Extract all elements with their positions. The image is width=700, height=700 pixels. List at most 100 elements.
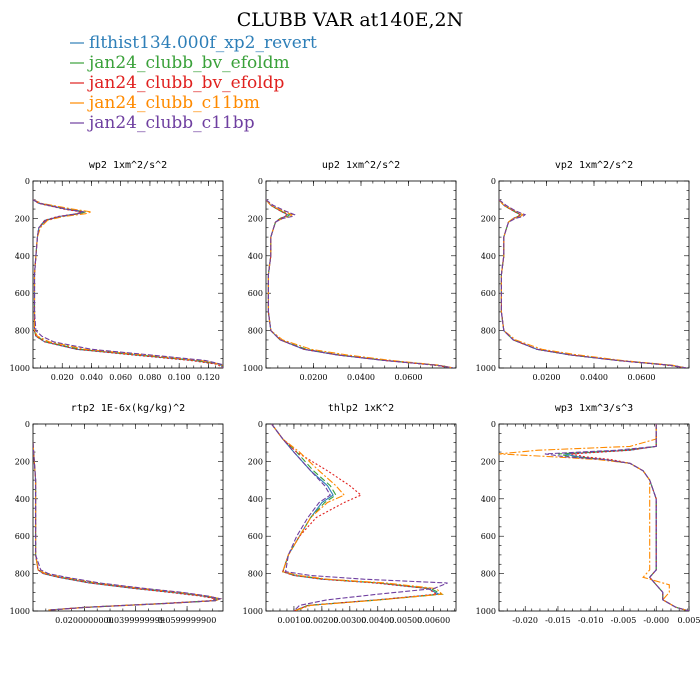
y-tick-label: 400 <box>481 252 496 261</box>
series-line <box>33 199 223 368</box>
y-tick-label: 1000 <box>243 364 263 373</box>
y-tick-label: 1000 <box>243 607 263 616</box>
x-tick-label: -0.015 <box>545 616 571 625</box>
y-tick-label: 200 <box>481 457 496 466</box>
series-line <box>499 199 687 368</box>
legend-label: jan24_clubb_c11bm <box>87 93 260 113</box>
y-tick-label: 400 <box>248 252 263 261</box>
legend-label: jan24_clubb_bv_efoldm <box>87 53 290 73</box>
y-tick-label: 200 <box>15 457 30 466</box>
legend-entry: jan24_clubb_bv_efoldp <box>70 73 285 93</box>
series-line <box>33 199 223 368</box>
panels: wp2 1xm^2/s^2 0 200 400 600 800 1000 0.020 0.040… <box>10 160 700 625</box>
panel: vp2 1xm^2/s^2 0 200 400 600 800 1000 0.0200 0.04… <box>476 160 690 382</box>
legend-label: jan24_clubb_c11bp <box>87 113 255 133</box>
series-line <box>271 424 448 611</box>
y-tick-label: 800 <box>15 327 30 336</box>
panel: wp3 1xm^3/s^3 0 200 400 600 800 1000 -0.020 -0.0… <box>476 403 700 625</box>
x-tick-label: 0.00500 <box>389 616 422 625</box>
y-tick-label: 800 <box>481 570 496 579</box>
plot-frame <box>265 180 457 369</box>
series-line <box>271 424 444 611</box>
x-tick-label: 0.0399999999 <box>106 616 165 625</box>
x-tick-label: 0.005 <box>678 616 700 625</box>
panel: wp2 1xm^2/s^2 0 200 400 600 800 1000 0.020 0.040… <box>10 160 224 382</box>
x-tick-label: -0.010 <box>578 616 604 625</box>
series-line <box>499 424 689 611</box>
x-tick-label: 0.120 <box>197 373 220 382</box>
y-tick-label: 0 <box>258 177 263 186</box>
legend-label: jan24_clubb_bv_efoldp <box>87 73 285 93</box>
y-tick-label: 1000 <box>476 364 496 373</box>
y-tick-label: 400 <box>481 495 496 504</box>
panel-title: up2 1xm^2/s^2 <box>322 160 400 171</box>
panel-title: thlp2 1xK^2 <box>328 403 394 414</box>
series-line <box>499 199 687 368</box>
series-line <box>33 442 220 611</box>
y-tick-label: 600 <box>248 289 263 298</box>
y-tick-label: 400 <box>15 495 30 504</box>
y-tick-label: 600 <box>15 289 30 298</box>
legend-label: flthist134.000f_xp2_revert <box>89 33 317 53</box>
x-tick-label: 0.00200 <box>305 616 338 625</box>
series-line <box>499 199 687 368</box>
series-line <box>33 199 223 368</box>
x-tick-label: 0.00300 <box>333 616 366 625</box>
series-line <box>33 442 223 611</box>
y-tick-label: 200 <box>248 214 263 223</box>
plot-frame <box>32 180 224 369</box>
y-tick-label: 200 <box>248 457 263 466</box>
y-tick-label: 200 <box>15 214 30 223</box>
plot-frame <box>498 180 690 369</box>
series-line <box>266 199 454 368</box>
legend: flthist134.000f_xp2_revertjan24_clubb_bv… <box>70 33 317 133</box>
series-line <box>33 442 223 611</box>
x-tick-label: 0.0200 <box>300 373 328 382</box>
y-tick-label: 1000 <box>476 607 496 616</box>
y-tick-label: 1000 <box>10 607 30 616</box>
panel: thlp2 1xK^2 0 200 400 600 800 1000 0.001000.002… <box>243 403 457 625</box>
y-tick-label: 0 <box>491 420 496 429</box>
panel-title: wp2 1xm^2/s^2 <box>89 160 167 171</box>
panel: rtp2 1E-6x(kg/kg)^2 0 200 400 600 800 1000 0.02… <box>10 403 224 625</box>
y-tick-label: 0 <box>25 420 30 429</box>
panel-title: rtp2 1E-6x(kg/kg)^2 <box>71 403 185 414</box>
x-tick-label: 0.020 <box>51 373 74 382</box>
y-tick-label: 800 <box>15 570 30 579</box>
panel: up2 1xm^2/s^2 0 200 400 600 800 1000 0.0200 0.04… <box>243 160 457 382</box>
legend-entry: jan24_clubb_bv_efoldm <box>70 53 290 73</box>
y-tick-label: 800 <box>248 570 263 579</box>
series-line <box>266 199 454 368</box>
x-tick-label: 0.080 <box>138 373 161 382</box>
series-line <box>33 442 223 611</box>
y-tick-label: 600 <box>481 532 496 541</box>
y-tick-label: 600 <box>481 289 496 298</box>
y-tick-label: 400 <box>15 252 30 261</box>
series-line <box>33 199 223 368</box>
series-line <box>33 442 218 611</box>
y-tick-label: 400 <box>248 495 263 504</box>
series-line <box>499 199 687 368</box>
x-tick-label: 0.0200000000 <box>55 616 114 625</box>
x-tick-label: 0.0600 <box>628 373 656 382</box>
y-tick-label: 200 <box>481 214 496 223</box>
panel-title: vp2 1xm^2/s^2 <box>555 160 633 171</box>
y-tick-label: 0 <box>491 177 496 186</box>
x-tick-label: 0.040 <box>80 373 103 382</box>
figure-title: CLUBB VAR at140E,2N <box>237 9 463 31</box>
y-tick-label: 0 <box>25 177 30 186</box>
legend-entry: flthist134.000f_xp2_revert <box>70 33 317 53</box>
y-tick-label: 600 <box>15 532 30 541</box>
x-tick-label: 0.0599999900 <box>158 616 217 625</box>
y-tick-label: 600 <box>248 532 263 541</box>
x-tick-label: 0.0600 <box>395 373 423 382</box>
y-tick-label: 1000 <box>10 364 30 373</box>
x-tick-label: 0.00400 <box>361 616 394 625</box>
panel-title: wp3 1xm^3/s^3 <box>555 403 633 414</box>
series-line <box>271 424 444 611</box>
series-line <box>271 424 438 611</box>
series-line <box>266 199 454 368</box>
x-tick-label: -0.005 <box>611 616 637 625</box>
y-tick-label: 0 <box>258 420 263 429</box>
